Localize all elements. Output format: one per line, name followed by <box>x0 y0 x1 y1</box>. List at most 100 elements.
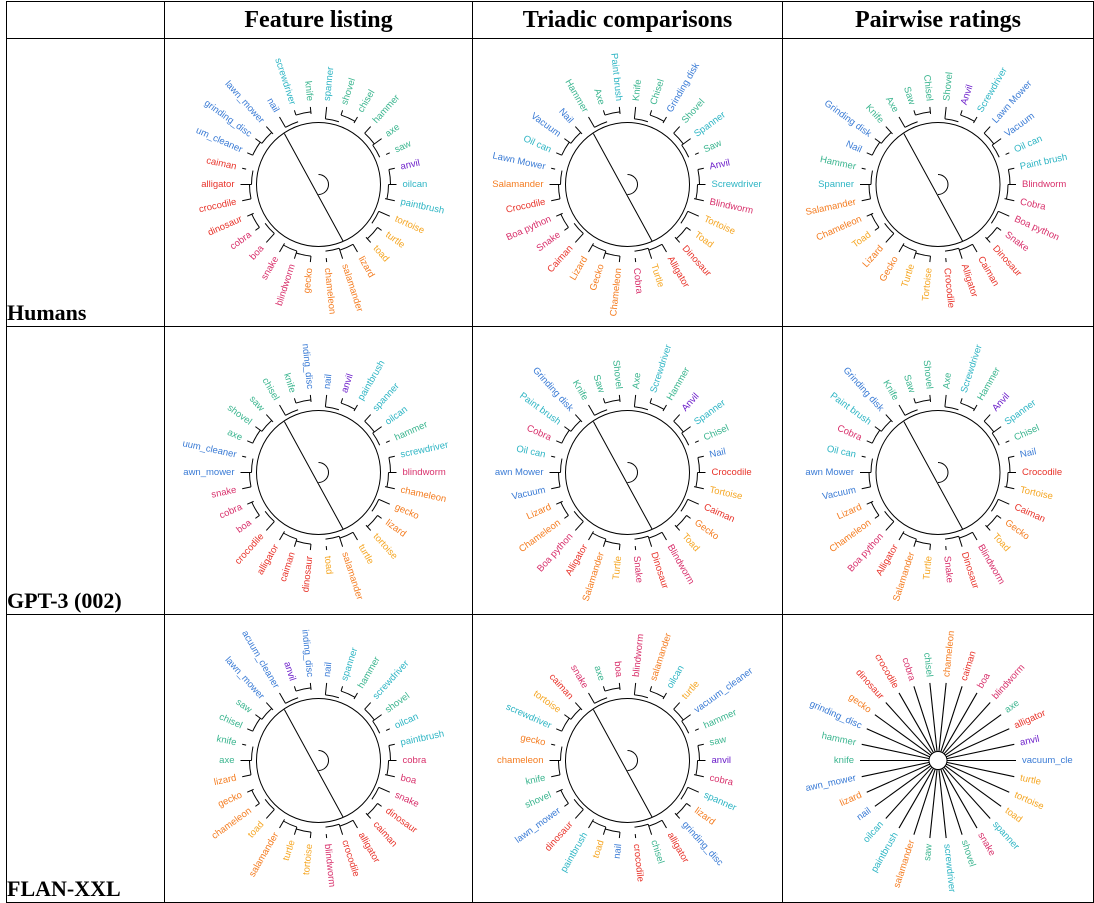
leaf-label: chameleon <box>941 630 957 677</box>
leaf-label: alligator <box>665 831 691 865</box>
leaf-label: Knife <box>631 79 644 102</box>
leaf-label: tortoise <box>531 688 563 715</box>
leaf-label: Cobra <box>631 267 645 295</box>
leaf-label: cobra <box>899 656 917 683</box>
dendrogram-lines <box>241 683 397 838</box>
dendrogram-lines <box>860 395 1016 550</box>
leaf-label: Caiman <box>702 502 736 525</box>
leaf-label: snake <box>210 485 237 501</box>
leaf-label: blindworm <box>990 662 1027 702</box>
leaf-label: Dinosaur <box>959 551 981 591</box>
leaf-label: caiman <box>959 650 979 683</box>
leaf-label: chisel <box>648 839 666 866</box>
leaf-label: Turtle <box>899 263 917 289</box>
leaf-label: awn_mower <box>805 773 857 794</box>
leaf-label: snake <box>568 663 590 690</box>
leaf-label: nding_disc <box>299 343 315 390</box>
leaf-label: chameleon <box>210 805 254 841</box>
leaf-label: alligator <box>1013 708 1048 732</box>
leaf-label: Toad <box>850 229 873 250</box>
leaf-label: Cobra <box>1019 197 1047 213</box>
leaf-label: Gecko <box>1003 517 1032 542</box>
leaf-label: crocodile <box>339 839 361 879</box>
leaf-label: Alligator <box>874 543 901 578</box>
leaf-label: Salamander <box>492 179 543 190</box>
leaf-label: cobra <box>218 501 245 521</box>
leaf-label: Lizard <box>860 243 885 270</box>
leaf-label: salamander <box>339 551 365 602</box>
leaf-label: Toad <box>692 229 715 250</box>
leaf-label: blindworm <box>631 633 646 677</box>
leaf-label: boa <box>400 773 418 787</box>
leaf-label: boa <box>248 243 267 263</box>
leaf-label: alligator <box>201 179 234 190</box>
leaf-label: Nail <box>844 139 863 156</box>
leaf-label: screwdriver <box>400 440 450 461</box>
leaf-label: anvil <box>339 372 356 394</box>
leaf-label: saw <box>393 138 413 155</box>
leaf-label: lizard <box>838 790 863 809</box>
leaf-label: Alligator <box>959 263 980 299</box>
leaf-label: cobra <box>709 773 735 789</box>
leaf-label: anvil <box>712 755 732 766</box>
leaf-label: Tortoise <box>709 485 744 503</box>
leaf-label: Blindworm <box>709 197 755 217</box>
leaf-label: gecko <box>302 267 316 293</box>
leaf-label: anvil <box>281 660 298 682</box>
leaf-label: Alligator <box>665 255 692 290</box>
leaf-label: snake <box>975 831 997 858</box>
leaf-label: Tortoise <box>920 267 934 301</box>
leaf-label: oilcan <box>403 179 428 190</box>
leaf-label: gecko <box>519 732 546 748</box>
leaf-label: snake <box>259 255 281 282</box>
leaf-label: awn Mower <box>495 467 544 478</box>
leaf-label: Shovel <box>610 359 624 389</box>
leaf-label: chisel <box>217 711 244 731</box>
leaf-label: Blindworm <box>1022 179 1066 190</box>
leaf-label: Axe <box>941 372 954 389</box>
column-header-feature-listing: Feature listing <box>165 2 473 39</box>
leaf-label: Axe <box>883 95 901 115</box>
leaf-label: snake <box>393 790 421 810</box>
leaf-label: toad <box>591 839 607 860</box>
leaf-label: lizard <box>383 517 408 539</box>
dendrogram-lines <box>860 107 1016 262</box>
leaf-label: Crocodile <box>941 267 956 308</box>
leaf-label: caiman <box>205 155 237 172</box>
dendrogram-lines <box>550 107 706 262</box>
leaf-label: toad <box>1003 805 1024 825</box>
leaf-label: Crocodile <box>505 197 547 216</box>
leaf-label: spanner <box>339 646 360 682</box>
leaf-label: saw <box>922 843 935 861</box>
leaf-label: tortoise <box>301 843 315 875</box>
leaf-label: Chisel <box>921 74 935 101</box>
leaf-label: Anvil <box>709 157 731 172</box>
leaf-label: Lizard <box>568 255 590 283</box>
leaf-label: Turtle <box>648 263 666 289</box>
leaf-label: gecko <box>846 692 873 716</box>
leaf-label: knife <box>281 372 298 394</box>
leaf-label: shovel <box>959 839 978 869</box>
leaf-label: Axe <box>591 87 607 106</box>
leaf-label: Oil can <box>1013 133 1044 155</box>
leaf-label: Gecko <box>692 517 721 542</box>
leaf-label: tortoise <box>371 531 400 562</box>
leaf-label: chameleon <box>497 755 543 766</box>
leaf-label: alligator <box>255 543 281 577</box>
leaf-label: gecko <box>216 790 244 810</box>
leaf-label: oilcan <box>665 664 687 691</box>
column-header-pairwise-ratings: Pairwise ratings <box>783 2 1094 39</box>
leaf-label: Nail <box>556 106 575 126</box>
leaf-label: turtle <box>1019 773 1042 788</box>
leaf-label: Oil can <box>826 444 857 461</box>
leaf-label: salamander <box>339 263 365 314</box>
leaf-label: chameleon <box>400 485 448 505</box>
leaf-label: nail <box>322 374 334 390</box>
leaf-label: Screwdriver <box>712 179 762 190</box>
leaf-label: Tortoise <box>702 214 737 238</box>
leaf-label: anvil <box>400 158 421 173</box>
leaf-label: blindworm <box>403 467 446 478</box>
